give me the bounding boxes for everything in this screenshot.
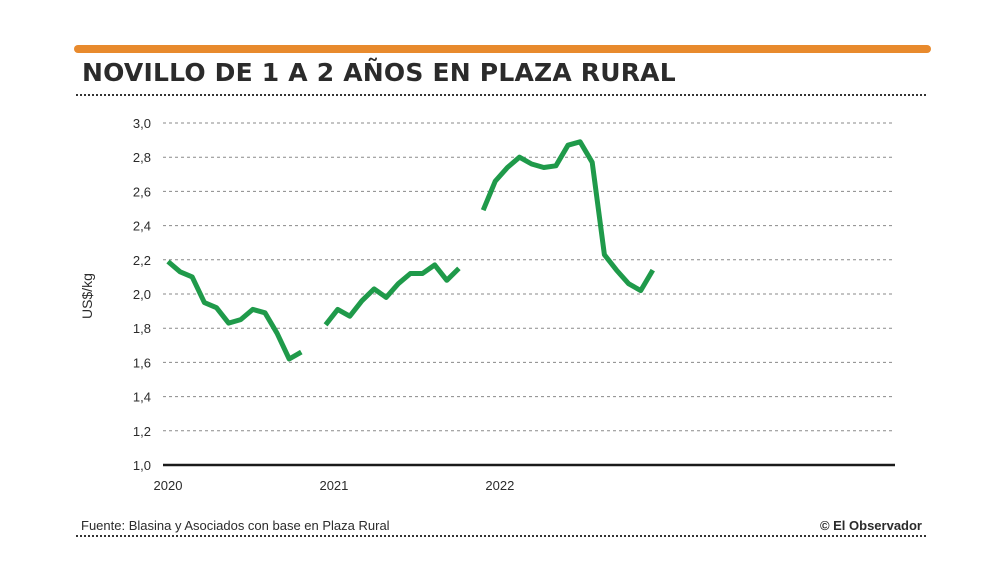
- y-tick-label: 1,0: [133, 458, 151, 473]
- credit-note: © El Observador: [819, 518, 922, 533]
- y-tick-label: 1,4: [133, 390, 151, 405]
- title-divider: [76, 94, 926, 96]
- y-tick-label: 2,8: [133, 150, 151, 165]
- y-tick-label: 1,6: [133, 355, 151, 370]
- series-line-2021: [323, 262, 461, 327]
- y-axis-label: US$/kg: [79, 273, 95, 319]
- series-line-2022: [480, 139, 655, 294]
- y-tick-label: 3,0: [133, 116, 151, 131]
- y-tick-label: 2,6: [133, 184, 151, 199]
- source-note: Fuente: Blasina y Asociados con base en …: [81, 518, 390, 533]
- y-tick-label: 2,4: [133, 219, 151, 234]
- y-tick-label: 1,2: [133, 424, 151, 439]
- footer-divider: [76, 535, 926, 537]
- x-tick-label: 2021: [319, 478, 348, 493]
- chart-title: NOVILLO DE 1 A 2 AÑOS EN PLAZA RURAL: [82, 58, 676, 87]
- x-tick-label: 2020: [154, 478, 183, 493]
- y-tick-label: 1,8: [133, 321, 151, 336]
- series-line-2020: [166, 259, 303, 362]
- y-tick-label: 2,2: [133, 253, 151, 268]
- x-tick-label: 2022: [485, 478, 514, 493]
- top-accent-bar: [74, 45, 931, 53]
- y-tick-label: 2,0: [133, 287, 151, 302]
